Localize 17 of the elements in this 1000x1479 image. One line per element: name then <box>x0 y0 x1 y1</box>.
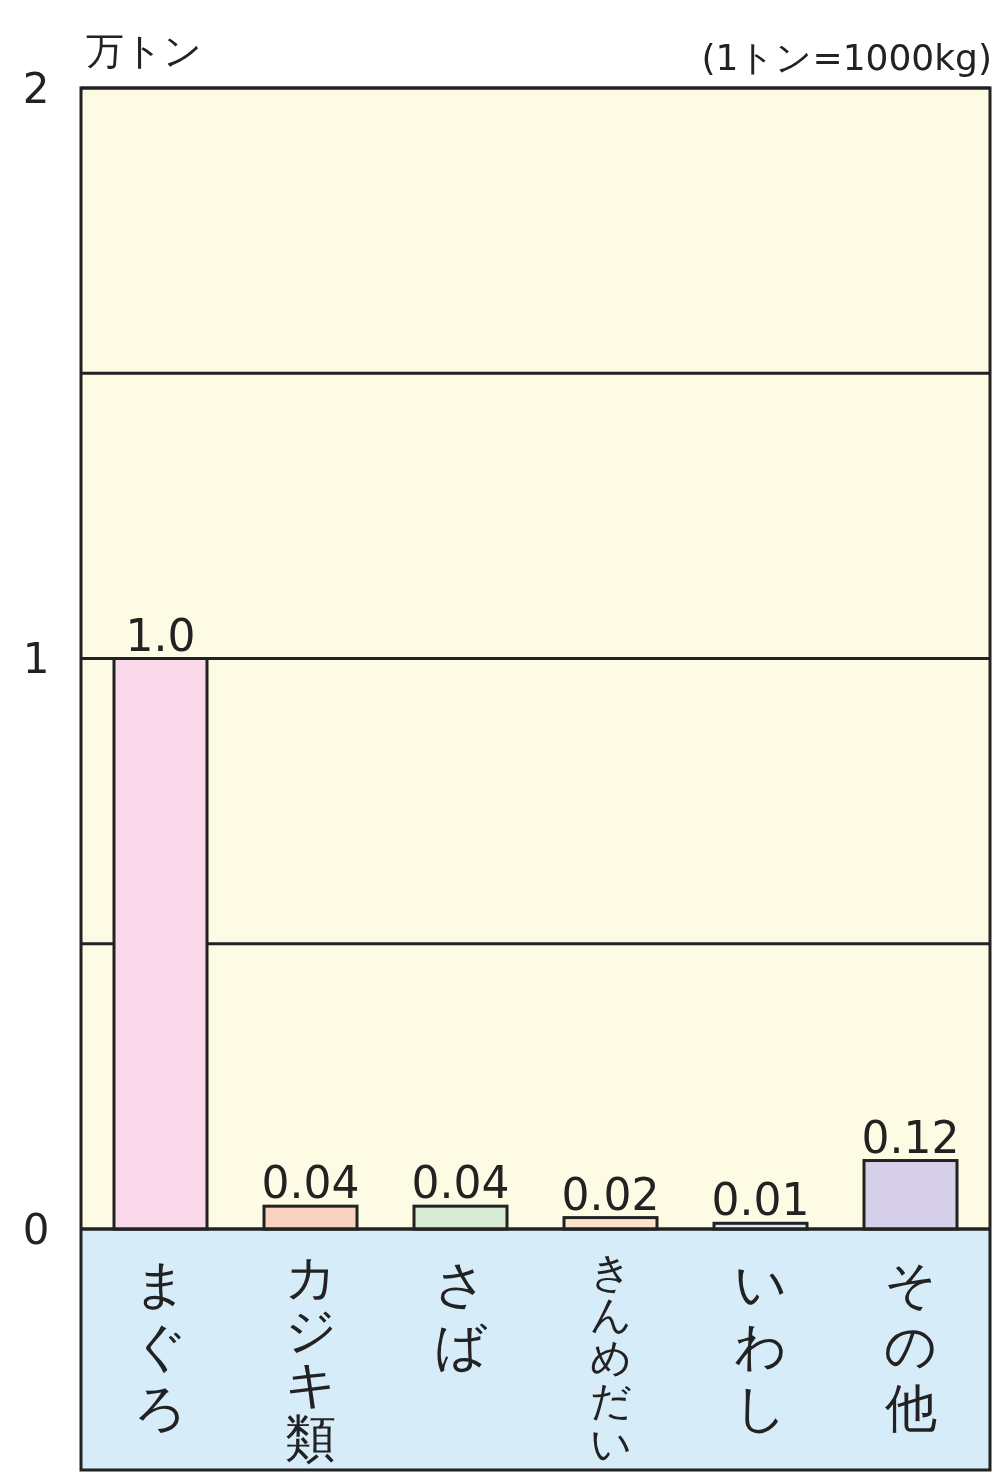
data-label: 1.0 <box>125 609 196 661</box>
y-tick-label: 1 <box>22 634 50 684</box>
x-tick-label: きんめだい <box>589 1247 632 1468</box>
x-tick-label: その他 <box>884 1253 937 1438</box>
y-tick-label: 0 <box>22 1204 50 1254</box>
y-tick-label: 2 <box>22 63 50 113</box>
y-axis-title: 万トン <box>86 29 202 73</box>
x-tick-label: さば <box>434 1253 488 1376</box>
x-tick-label: まぐろ <box>134 1253 187 1438</box>
data-label: 0.01 <box>711 1174 810 1226</box>
text: (1トン=1000kg) <box>701 37 992 78</box>
data-label: 0.12 <box>861 1111 960 1163</box>
data-label: 0.04 <box>261 1157 360 1209</box>
x-tick-label: いわし <box>734 1253 787 1438</box>
x-tick-label: カジキ類 <box>284 1247 337 1468</box>
data-label: 0.04 <box>411 1157 510 1209</box>
data-label: 0.02 <box>561 1168 660 1220</box>
